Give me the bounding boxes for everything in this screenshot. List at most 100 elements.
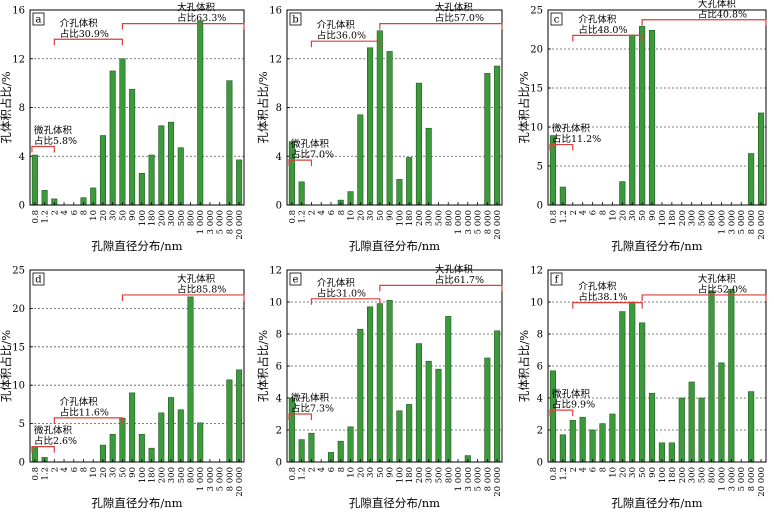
x-tick-label: 2 <box>569 467 579 472</box>
bar-90 <box>386 300 393 463</box>
bar-100 <box>138 173 145 206</box>
annotation-value: 占比31.0% <box>317 287 366 299</box>
x-tick-label: 8 <box>337 210 347 215</box>
plot-frame <box>286 269 503 463</box>
x-tick-label: 800 <box>444 467 454 483</box>
y-tick-label: 2 <box>276 426 282 437</box>
bar-500 <box>698 397 705 463</box>
y-tick-label: 5 <box>19 419 25 430</box>
x-tick-label: 5 000 <box>737 467 747 491</box>
x-tick-label: 20 <box>99 210 109 221</box>
bar-20 <box>357 328 364 463</box>
x-tick-label: 4 <box>317 210 327 215</box>
bracket-meso <box>53 38 124 46</box>
x-tick-label: 200 <box>678 467 688 483</box>
bar-180 <box>148 154 155 206</box>
annotation-title: 介孔体积 <box>578 281 617 293</box>
x-tick-label: 8 000 <box>747 210 757 234</box>
bar-1000 <box>197 422 204 463</box>
x-tick-label: 20 000 <box>757 467 767 497</box>
x-tick-label: 50 <box>638 210 648 221</box>
x-tick-label: 300 <box>167 210 177 226</box>
x-tick-label: 8 000 <box>747 467 757 491</box>
annotation-value: 占比61.7% <box>435 274 484 286</box>
x-tick-label: 8 <box>80 467 90 472</box>
bar-2 <box>569 420 576 463</box>
x-tick-label: 6 <box>589 467 599 472</box>
x-tick-label: 1.2 <box>559 467 569 481</box>
panel-label-box <box>550 12 563 26</box>
x-tick-label: 50 <box>638 467 648 478</box>
x-tick-label: 200 <box>415 467 425 483</box>
panel-label-box <box>289 272 302 286</box>
bar-200 <box>158 125 165 206</box>
annotation-value: 占比2.6% <box>34 435 77 447</box>
y-tick-label: 10 <box>530 123 543 134</box>
x-tick-label: 20 000 <box>235 467 245 497</box>
x-tick-label: 20 <box>618 467 628 478</box>
annotation-title: 介孔体积 <box>60 396 99 408</box>
x-tick-label: 10 <box>608 467 618 478</box>
x-tick-label: 180 <box>148 210 158 226</box>
y-tick-label: 10 <box>530 298 543 309</box>
annotation-title: 大孔体积 <box>435 263 474 275</box>
annotation-title: 微孔体积 <box>552 123 591 135</box>
x-tick-label: 5 000 <box>474 467 484 491</box>
x-tick-label: 300 <box>688 210 698 226</box>
x-tick-label: 8 <box>599 210 609 215</box>
x-tick-label: 800 <box>444 210 454 226</box>
x-tick-label: 50 <box>376 467 386 478</box>
y-axis-title: 孔体积占比/% <box>517 71 531 143</box>
bracket-macro <box>641 294 767 301</box>
y-axis-title: 孔体积占比/% <box>256 71 270 143</box>
annotation-value: 占比7.0% <box>291 149 334 161</box>
bar-800 <box>187 296 194 463</box>
bar-30 <box>109 434 116 463</box>
x-tick-label: 4 <box>579 210 589 215</box>
x-tick-label: 3 000 <box>727 210 737 234</box>
annotation-value: 占比48.0% <box>578 24 627 36</box>
x-tick-label: 3 000 <box>727 467 737 491</box>
y-tick-label: 0 <box>276 458 282 469</box>
annotation-value: 占比57.0% <box>435 12 484 24</box>
x-tick-label: 8 000 <box>225 467 235 491</box>
bracket-macro <box>121 294 245 301</box>
x-tick-label: 20 000 <box>757 210 767 240</box>
plot-frame <box>29 9 245 206</box>
bar-0.8 <box>549 135 557 206</box>
bar-1000 <box>718 362 725 463</box>
bar-1.2 <box>298 439 305 463</box>
bracket-macro <box>379 284 503 292</box>
x-tick-label: 0.8 <box>549 467 559 481</box>
x-tick-label: 1.2 <box>41 210 51 224</box>
x-tick-label: 10 <box>347 210 357 221</box>
x-tick-label: 4 <box>579 467 589 472</box>
annotation-title: 大孔体积 <box>698 0 737 10</box>
x-tick-label: 0.8 <box>549 210 559 224</box>
bar-10 <box>347 426 354 463</box>
y-tick-label: 0 <box>19 458 25 469</box>
x-tick-label: 2 <box>50 210 60 215</box>
panel-label-box <box>32 12 45 26</box>
y-tick-label: 15 <box>530 84 543 95</box>
bar-20000 <box>236 159 243 206</box>
x-tick-label: 1.2 <box>559 210 569 224</box>
bar-10 <box>609 413 616 463</box>
x-axis-title: 孔隙直径分布/nm <box>611 496 702 510</box>
bar-30 <box>367 306 374 463</box>
x-tick-label: 0.8 <box>31 467 41 481</box>
bar-300 <box>168 121 175 206</box>
x-tick-label: 5 000 <box>474 210 484 234</box>
y-tick-label: 12 <box>530 266 543 277</box>
y-tick-label: 12 <box>12 54 25 65</box>
y-tick-label: 16 <box>12 6 25 17</box>
bar-90 <box>648 392 656 463</box>
annotation-value: 占比52.0% <box>698 283 747 295</box>
bracket-micro <box>288 159 313 167</box>
x-tick-label: 100 <box>395 467 405 483</box>
bar-30 <box>629 34 636 206</box>
bar-200 <box>415 343 422 463</box>
bar-2 <box>308 432 315 463</box>
